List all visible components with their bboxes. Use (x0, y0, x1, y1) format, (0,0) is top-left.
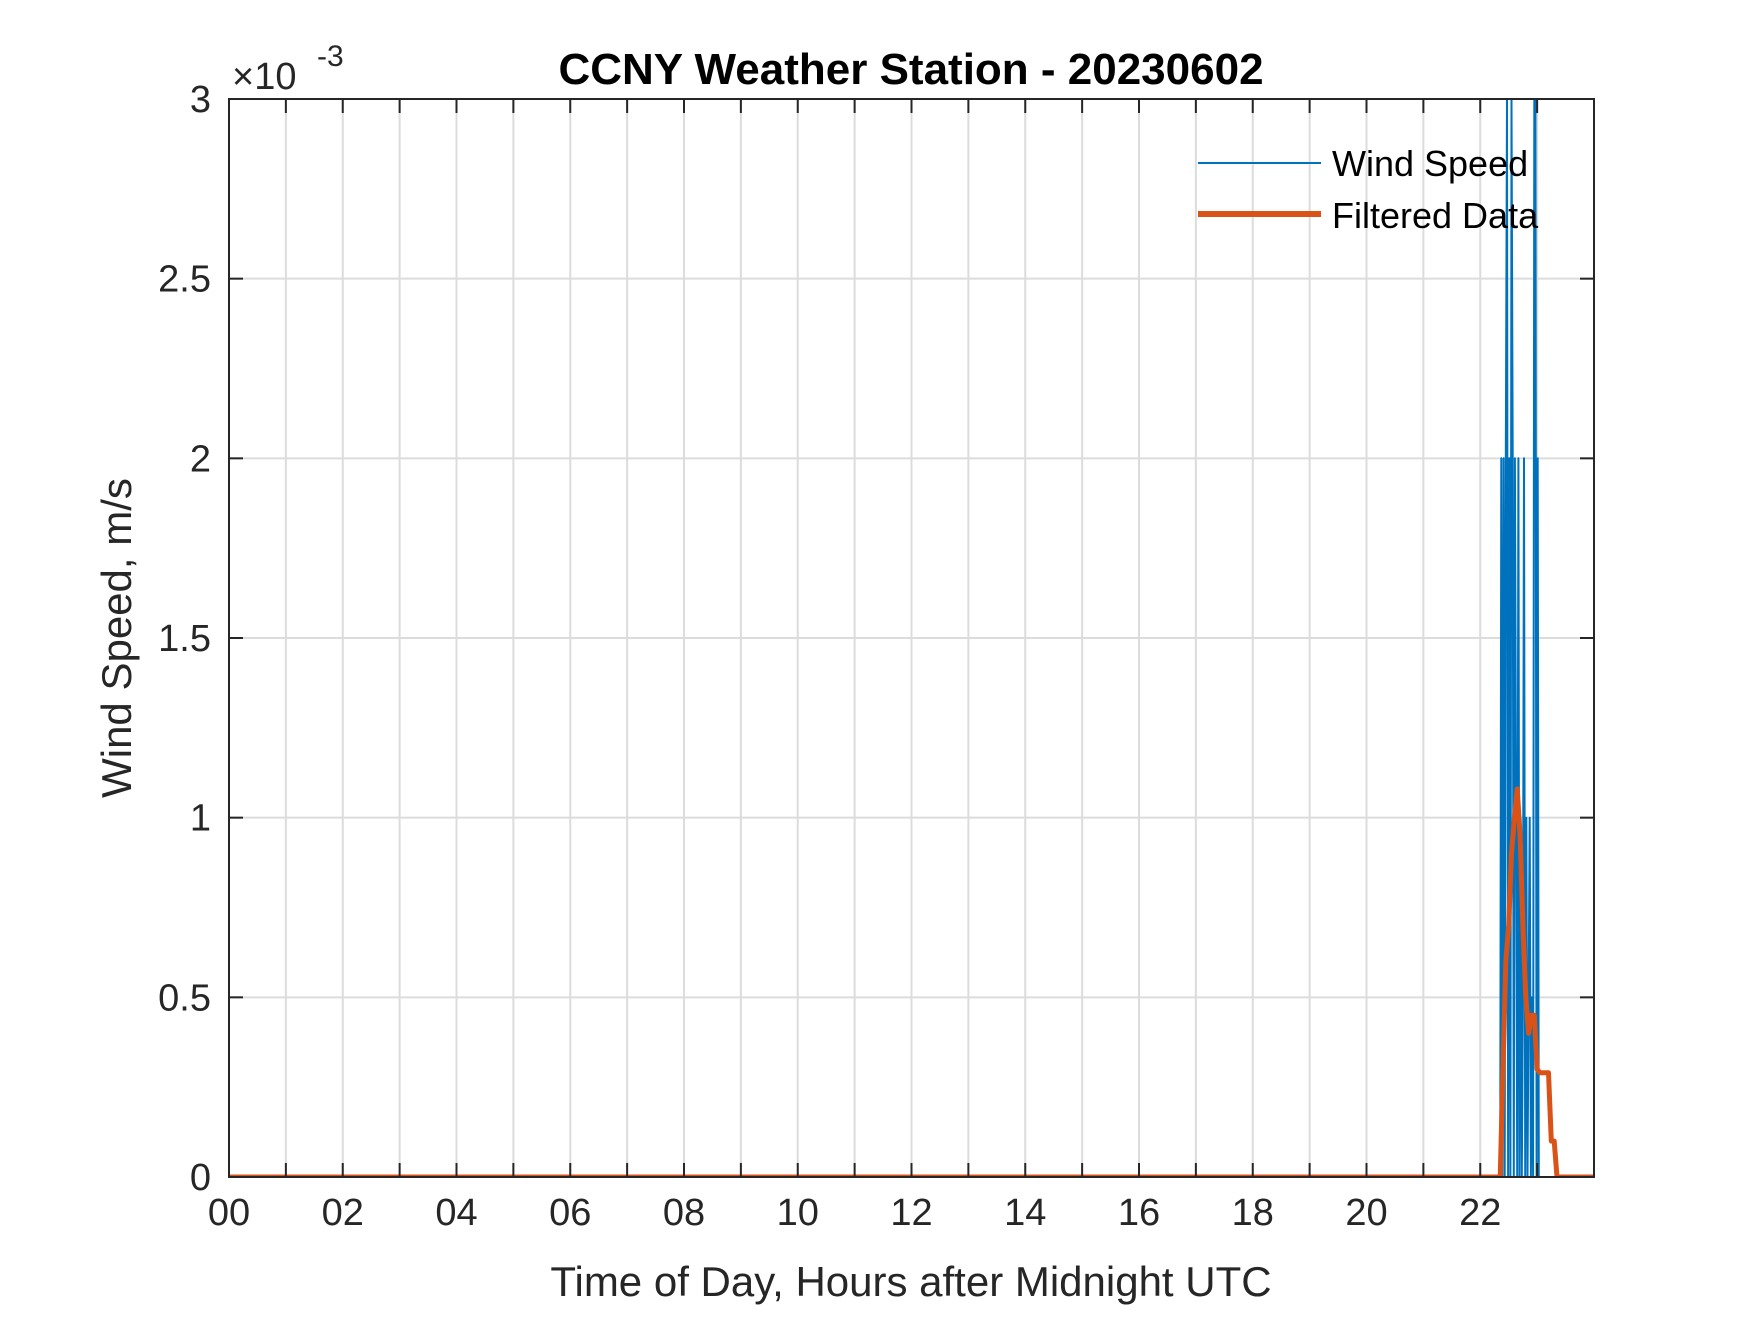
x-tick-label: 00 (208, 1192, 250, 1234)
legend-label-wind-speed: Wind Speed (1332, 143, 1528, 184)
y-exponent-base: ×10 (232, 56, 296, 98)
legend[interactable]: Wind Speed Filtered Data (1198, 143, 1539, 236)
x-tick-label: 02 (322, 1192, 364, 1234)
x-tick-label: 04 (435, 1192, 477, 1234)
y-exponent-power: -3 (317, 40, 344, 73)
y-tick-label: 1 (190, 798, 211, 840)
y-tick-label: 2.5 (158, 259, 211, 301)
y-axis-exponent: ×10 -3 (232, 40, 344, 98)
x-tick-label: 10 (777, 1192, 819, 1234)
y-axis-label: Wind Speed, m/s (93, 478, 140, 798)
legend-label-filtered-data: Filtered Data (1332, 195, 1539, 236)
y-tick-label: 1.5 (158, 618, 211, 660)
tick-labels: 00 02 04 06 08 10 12 14 16 18 20 22 0 0.5 1 1.5 2 2.5 3 (158, 79, 1501, 1234)
y-tick-label: 0 (190, 1157, 211, 1199)
x-tick-label: 20 (1345, 1192, 1387, 1234)
y-tick-label: 3 (190, 79, 211, 121)
x-tick-label: 18 (1232, 1192, 1274, 1234)
x-tick-label: 22 (1459, 1192, 1501, 1234)
x-tick-label: 16 (1118, 1192, 1160, 1234)
series-line-filtered-data (229, 786, 1594, 1177)
chart-title: CCNY Weather Station - 20230602 (558, 45, 1263, 94)
x-tick-label: 08 (663, 1192, 705, 1234)
x-tick-label: 14 (1004, 1192, 1046, 1234)
grid-lines (228, 98, 1594, 1178)
y-tick-label: 0.5 (158, 977, 211, 1019)
x-tick-label: 12 (890, 1192, 932, 1234)
axis-ticks (228, 98, 1594, 1178)
x-tick-label: 06 (549, 1192, 591, 1234)
x-axis-label: Time of Day, Hours after Midnight UTC (550, 1258, 1271, 1305)
plot-area (229, 99, 1594, 1177)
y-tick-label: 2 (190, 438, 211, 480)
